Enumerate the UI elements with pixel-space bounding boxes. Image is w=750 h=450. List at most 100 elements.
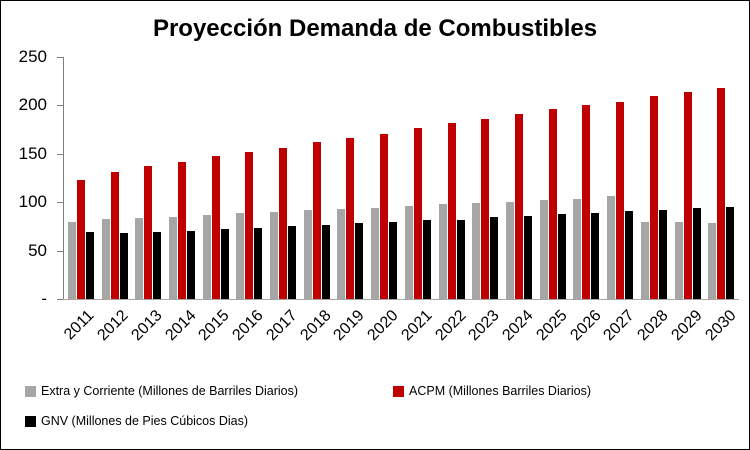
x-axis-label-2013: 2013 [128,307,166,345]
bar-acpm-2011 [76,179,85,299]
x-axis-label-2030: 2030 [701,307,740,345]
bar-extra-2025 [539,200,548,299]
bar-group-2026 [570,57,604,299]
bar-extra-2027 [607,196,616,299]
x-axis-label-2019: 2019 [330,307,368,345]
bar-acpm-2019 [346,138,355,299]
x-axis-label-2026: 2026 [566,307,605,345]
bar-group-2013 [131,57,165,299]
x-axis-label-2021: 2021 [398,307,436,345]
bar-acpm-2018 [312,142,321,299]
bar-acpm-2016 [245,151,254,299]
bar-gnv-2022 [456,219,465,299]
y-tick-label: - [41,289,47,308]
x-axis-label-2024: 2024 [499,307,537,345]
bar-extra-2011 [67,221,76,299]
x-axis-label-2011: 2011 [61,307,98,344]
bar-extra-2029 [674,221,683,299]
legend-item-extra: Extra y Corriente (Millones de Barriles … [25,384,298,398]
bar-group-2027 [603,57,637,299]
bar-gnv-2012 [119,233,128,299]
bar-extra-2020 [371,207,380,299]
bar-acpm-2017 [279,148,288,299]
bar-group-2023 [468,57,502,299]
bar-acpm-2020 [380,133,389,299]
bar-acpm-2022 [447,122,456,299]
x-axis-label-2012: 2012 [94,307,132,345]
bar-gnv-2026 [591,213,600,299]
bar-gnv-2027 [625,211,634,299]
bar-gnv-2016 [254,227,263,299]
bar-extra-2023 [472,203,481,299]
bar-extra-2015 [202,215,211,299]
bar-acpm-2012 [110,172,119,299]
bar-acpm-2028 [649,96,658,299]
y-tick-label: 150 [18,143,47,163]
y-tick-mark [57,153,63,155]
y-tick-mark [57,299,63,300]
legend-label-acpm: ACPM (Millones Barriles Diarios) [409,384,591,398]
bar-group-2020 [367,57,401,299]
bar-extra-2014 [168,216,177,299]
chart-title: Proyección Demanda de Combustibles [152,15,598,42]
bar-extra-2013 [135,218,144,299]
bar-group-2014 [165,57,199,299]
bar-extra-2018 [303,210,312,299]
y-tick-mark [57,202,63,204]
x-axis-label-2027: 2027 [600,307,638,345]
bar-acpm-2013 [144,166,153,299]
legend-label-gnv: GNV (Millones de Pies Cúbicos Dias) [41,414,249,428]
bar-group-2018 [300,57,334,299]
bar-gnv-2030 [726,207,735,299]
y-tick-label: 250 [18,47,47,66]
bar-extra-2024 [505,201,514,299]
bar-acpm-2014 [177,161,186,299]
bar-group-2024 [502,57,536,299]
bar-acpm-2024 [514,114,523,299]
bar-gnv-2014 [186,231,195,299]
bar-gnv-2024 [523,215,532,299]
bar-group-2015 [199,57,233,299]
legend-item-gnv: GNV (Millones de Pies Cúbicos Dias) [25,414,248,428]
bar-gnv-2015 [220,229,229,299]
extra-series-swatch-icon [25,385,36,397]
bar-acpm-2027 [616,101,625,299]
bar-group-2016 [233,57,267,299]
legend-label-extra: Extra y Corriente (Millones de Barriles … [41,384,299,398]
bar-group-2029 [671,57,705,299]
bar-extra-2026 [573,199,582,299]
bar-gnv-2018 [321,224,330,299]
y-tick-label: 200 [18,95,47,115]
bar-acpm-2026 [582,104,591,299]
y-axis-line [63,57,64,300]
bar-acpm-2025 [548,109,557,299]
bar-group-2019 [334,57,368,299]
bar-acpm-2015 [211,155,220,299]
x-axis-label-2020: 2020 [364,307,402,345]
bar-gnv-2021 [422,219,431,299]
bar-gnv-2020 [389,221,398,299]
x-axis-label-2023: 2023 [465,307,503,345]
x-axis-label-2017: 2017 [263,307,301,345]
bar-gnv-2011 [85,232,94,299]
x-axis-label-2018: 2018 [296,307,335,345]
bar-extra-2030 [708,222,717,299]
bar-acpm-2023 [481,119,490,299]
bar-gnv-2025 [557,213,566,299]
y-tick-mark [57,250,63,252]
y-tick-label: 50 [28,240,47,260]
x-axis-label-2015: 2015 [195,307,233,345]
bar-group-2030 [704,57,738,299]
acpm-series-swatch-icon [393,385,404,397]
bar-extra-2017 [270,211,279,299]
bar-group-2025 [536,57,570,299]
x-axis-label-2016: 2016 [229,307,267,345]
bar-group-2022 [435,57,469,299]
bar-gnv-2019 [355,222,364,299]
bar-group-2011 [64,57,98,299]
bar-gnv-2028 [658,209,667,299]
bar-extra-2016 [236,212,245,299]
legend-item-acpm: ACPM (Millones Barriles Diarios) [393,384,591,398]
y-tick-mark [57,57,63,58]
